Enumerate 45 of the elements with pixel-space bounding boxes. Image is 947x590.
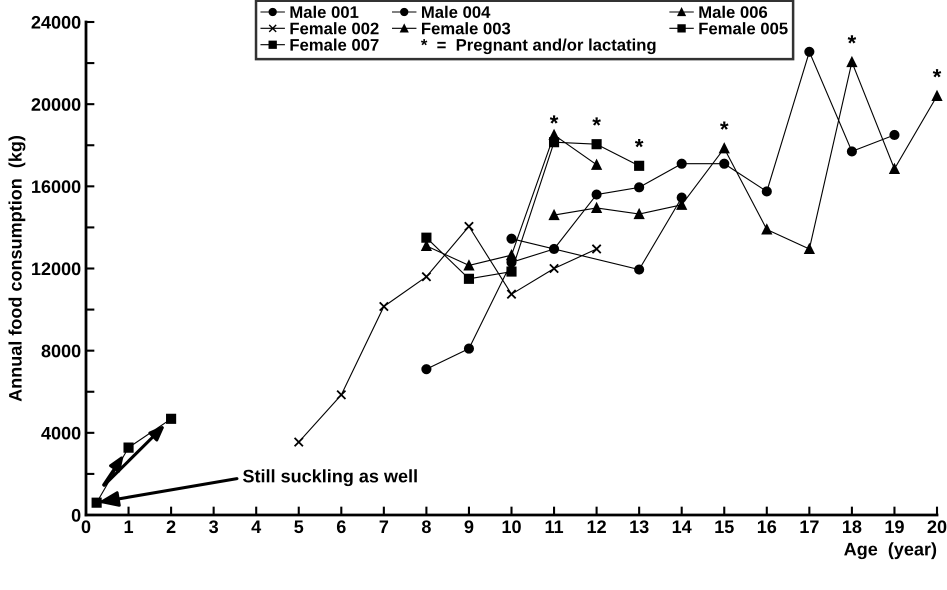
y-tick-label: 12000 — [32, 262, 80, 276]
annotation: * — [720, 121, 729, 130]
legend-label: Male 006 — [699, 6, 768, 18]
annotation: * — [848, 35, 856, 44]
legend-label: Male 004 — [422, 6, 490, 18]
x-tick-label: 17 — [800, 520, 819, 533]
y-tick-label: 20000 — [32, 98, 80, 111]
legend-label: Male 001 — [290, 6, 358, 18]
x-tick-label: 18 — [842, 520, 862, 534]
x-tick-label: 16 — [758, 520, 776, 534]
y-tick-label: 24000 — [32, 16, 80, 29]
x-tick-label: 19 — [886, 520, 904, 534]
annotation: * — [634, 138, 644, 148]
x-axis-title: Age (year) — [844, 542, 936, 560]
y-tick-label: 8000 — [42, 344, 80, 358]
x-tick-label: 0 — [82, 520, 90, 534]
x-tick-label: 13 — [630, 520, 649, 534]
y-axis-title: Annual food consumption (kg) — [8, 136, 26, 402]
y-tick-label: 16000 — [32, 180, 80, 194]
x-tick-label: 12 — [588, 520, 606, 533]
x-tick-label: 1 — [124, 520, 134, 533]
y-tick-label: 0 — [72, 508, 80, 522]
legend-title: * = Pregnant and/or lactating — [420, 38, 656, 54]
y-tick-label: 4000 — [41, 426, 80, 440]
legend-label: Female 005 — [699, 22, 788, 34]
legend-label: Female 007 — [290, 38, 378, 51]
x-tick-label: 8 — [422, 520, 431, 534]
legend-label: Female 002 — [290, 22, 379, 34]
annotation: Still suckling as well — [242, 469, 417, 486]
x-tick-label: 9 — [464, 520, 474, 534]
legend-label: Female 003 — [422, 22, 510, 34]
x-tick-label: 11 — [546, 520, 564, 533]
annotation: * — [932, 69, 942, 78]
x-tick-label: 7 — [380, 520, 388, 533]
annotation: * — [592, 117, 601, 126]
x-tick-label: 20 — [928, 520, 946, 534]
annotation: * — [550, 115, 558, 124]
x-tick-label: 6 — [336, 520, 346, 534]
x-tick-label: 3 — [209, 520, 218, 534]
x-tick-label: 10 — [502, 520, 521, 534]
x-tick-label: 4 — [251, 520, 262, 533]
x-tick-label: 5 — [294, 520, 304, 534]
x-tick-label: 14 — [672, 520, 692, 533]
x-tick-label: 2 — [166, 520, 176, 533]
x-tick-label: 15 — [715, 520, 734, 534]
